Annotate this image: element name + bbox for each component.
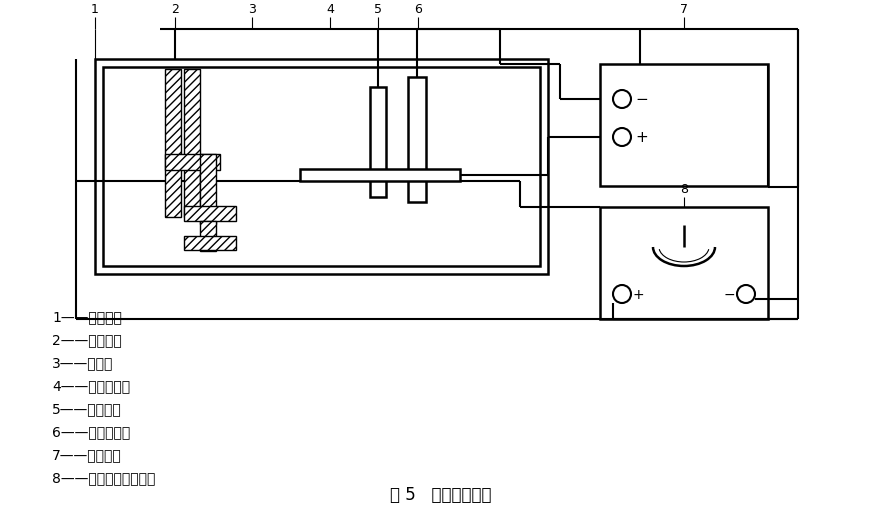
Text: +: + [633,288,645,301]
Text: 4: 4 [326,3,334,16]
Bar [300,169,460,182]
Circle shape [737,286,755,303]
Circle shape [613,91,631,109]
Text: 7——记录仪；: 7——记录仪； [52,447,122,461]
Text: 8——恒电流直流电源。: 8——恒电流直流电源。 [52,470,155,484]
Circle shape [613,129,631,147]
Bar [200,221,216,251]
Bar [165,70,181,217]
Bar [600,208,768,319]
Bar [370,88,386,197]
Text: −: − [635,92,647,107]
Text: 3——试样；: 3——试样； [52,355,114,369]
Text: 6——参考电极；: 6——参考电极； [52,424,131,438]
Bar [600,65,768,187]
Bar [165,155,220,171]
Text: 2: 2 [171,3,179,16]
Text: 8: 8 [680,183,688,195]
Text: 5——碳电极；: 5——碳电极； [52,401,122,415]
Text: 6: 6 [414,3,422,16]
Text: 1: 1 [91,3,99,16]
Bar [184,70,200,217]
Text: −: − [723,288,735,301]
Bar [184,237,236,250]
Text: +: + [635,130,647,145]
Text: 5: 5 [374,3,382,16]
Text: 3: 3 [248,3,256,16]
Text: 1——脱锡槽；: 1——脱锡槽； [52,309,122,323]
Bar [95,60,548,274]
Bar [408,78,426,203]
Bar [200,155,216,224]
Text: 图 5   电解脱锡装置: 图 5 电解脱锡装置 [390,485,492,503]
Bar [103,68,540,267]
Circle shape [613,286,631,303]
Text: 2——试样夹；: 2——试样夹； [52,332,122,346]
Bar [184,207,236,221]
Text: 7: 7 [680,3,688,16]
Text: 4——脱锡溶液；: 4——脱锡溶液； [52,378,131,392]
